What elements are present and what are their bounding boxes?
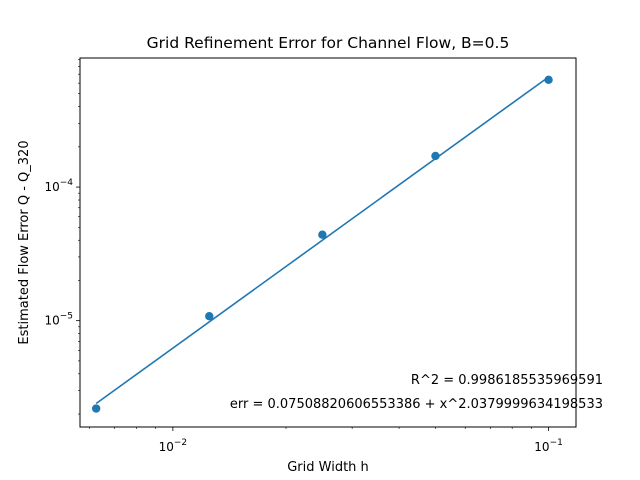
- data-point: [318, 230, 327, 239]
- major-ticks: 10−2 10−1 10−5 10−4: [44, 178, 562, 454]
- y-tick-label: 10−5: [44, 312, 73, 328]
- x-tick-label: 10−2: [159, 438, 188, 454]
- data-point: [91, 404, 101, 413]
- x-tick-label: 10−1: [534, 438, 563, 454]
- plot-frame: [79, 57, 577, 428]
- plot-area: [80, 58, 576, 427]
- chart-title: Grid Refinement Error for Channel Flow, …: [147, 34, 510, 52]
- y-axis-label: Estimated Flow Error Q - Q_320: [17, 140, 32, 344]
- data-point: [205, 312, 214, 321]
- x-axis-label: Grid Width h: [287, 460, 369, 475]
- y-tick-label: 10−4: [44, 178, 73, 194]
- series-layer: [91, 75, 553, 413]
- fit-equation-annotation: err = 0.07508820606553386 + x^2.03799996…: [230, 397, 603, 412]
- r-squared-annotation: R^2 = 0.9986185535969591: [411, 373, 603, 388]
- fit-line: [95, 76, 550, 405]
